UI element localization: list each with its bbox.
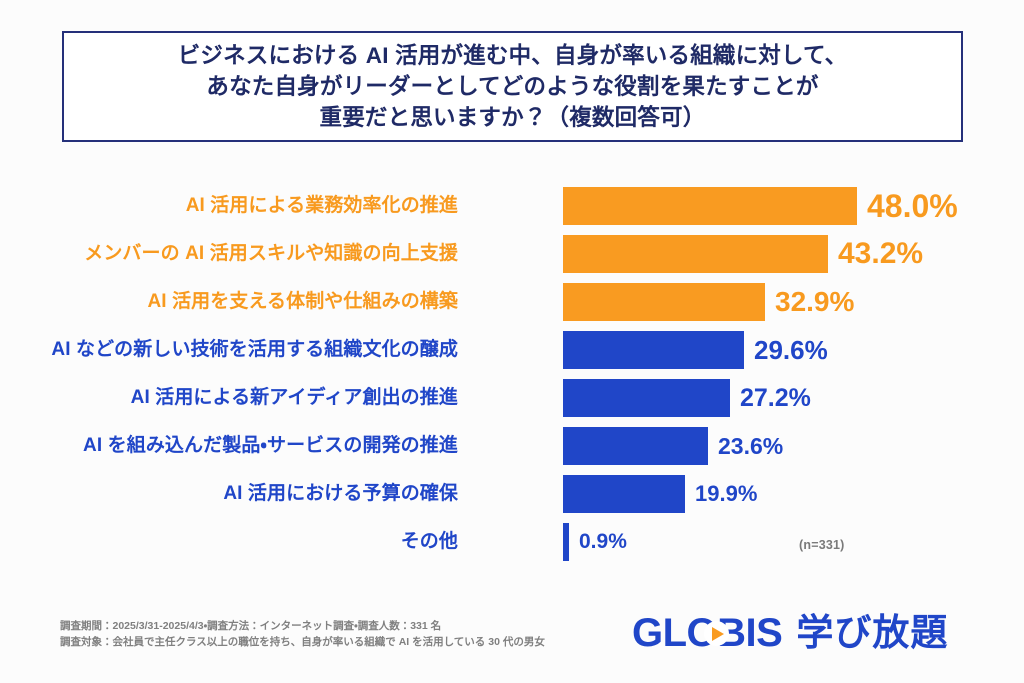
play-triangle-icon (712, 626, 724, 641)
bar-category-label: AI 活用による業務効率化の推進 (185, 195, 458, 216)
bar (563, 331, 744, 369)
bar-value-label: 29.6% (754, 335, 828, 365)
bar-row: AI 活用を支える体制や仕組みの構築 32.9% (0, 278, 1024, 326)
bar-row: AI 活用による新アイディア創出の推進 27.2% (0, 374, 1024, 422)
bar-and-value: 0.9% (563, 523, 627, 561)
bar (563, 187, 857, 225)
bar-category-label: AI 活用における予算の確保 (223, 483, 458, 504)
question-title-box: ビジネスにおける AI 活用が進む中、自身が率いる組織に対して、 あなた自身がリ… (62, 31, 963, 142)
sample-size-note: (n=331) (799, 538, 845, 552)
survey-period-note: 調査期間：2025/3/31-2025/4/3・調査方法：インターネット調査・調… (60, 620, 442, 632)
bar-value-label: 19.9% (695, 481, 758, 506)
bar-value-label: 48.0% (867, 188, 958, 224)
bar-category-label: AI 活用を支える体制や仕組みの構築 (147, 291, 458, 312)
bar-category-label: その他 (400, 531, 458, 552)
bar-row: その他 0.9% (0, 518, 1024, 566)
bar-value-label: 43.2% (838, 237, 924, 270)
bar (563, 427, 708, 465)
bar-and-value: 19.9% (563, 475, 757, 513)
bar-value-label: 0.9% (579, 530, 627, 553)
bar-and-value: 27.2% (563, 379, 811, 417)
bar-and-value: 23.6% (563, 427, 783, 465)
bar-category-label: AI などの新しい技術を活用する組織文化の醸成 (51, 339, 458, 360)
bar-value-label: 32.9% (775, 286, 855, 317)
bar (563, 235, 828, 273)
bar (563, 379, 730, 417)
survey-target-note: 調査対象：会社員で主任クラス以上の職位を持ち、自身が率いる組織で AI を活用し… (60, 636, 545, 648)
bar-row: メンバーの AI 活用スキルや知識の向上支援 43.2% (0, 230, 1024, 278)
horizontal-bar-chart: AI 活用による業務効率化の推進 48.0% メンバーの AI 活用スキルや知識の向… (0, 182, 1024, 561)
globis-logo: GLOBIS 学び放題 (632, 610, 948, 656)
globis-jp-text: 学び放題 (796, 612, 949, 653)
bar-category-label: AI 活用による新アイディア創出の推進 (130, 387, 458, 408)
play-circle (704, 621, 729, 646)
bar-and-value: 32.9% (563, 283, 854, 321)
bar-row: AI 活用における予算の確保 19.9% (0, 470, 1024, 518)
page-title: ビジネスにおける AI 活用が進む中、自身が率いる組織に対して、 あなた自身がリ… (177, 43, 848, 130)
bar-value-label: 23.6% (718, 433, 784, 459)
bar-row: AI などの新しい技術を活用する組織文化の醸成 29.6% (0, 326, 1024, 374)
bar-category-label: AI を組み込んだ製品・サービスの開発の推進 (83, 435, 458, 456)
survey-method-notes: 調査期間：2025/3/31-2025/4/3・調査方法：インターネット調査・調… (60, 618, 545, 650)
bar-row: AI 活用による業務効率化の推進 48.0% (0, 182, 1024, 230)
bar-value-label: 27.2% (740, 384, 811, 412)
bar-row: AI を組み込んだ製品・サービスの開発の推進 23.6% (0, 422, 1024, 470)
bar (563, 283, 765, 321)
bar-and-value: 43.2% (563, 235, 923, 273)
bar-category-label: メンバーの AI 活用スキルや知識の向上支援 (84, 243, 458, 264)
bar (563, 475, 685, 513)
bar-and-value: 29.6% (563, 331, 828, 369)
bar (563, 523, 569, 561)
bar-and-value: 48.0% (563, 187, 958, 225)
globis-wordmark: GLOBIS (632, 610, 783, 656)
